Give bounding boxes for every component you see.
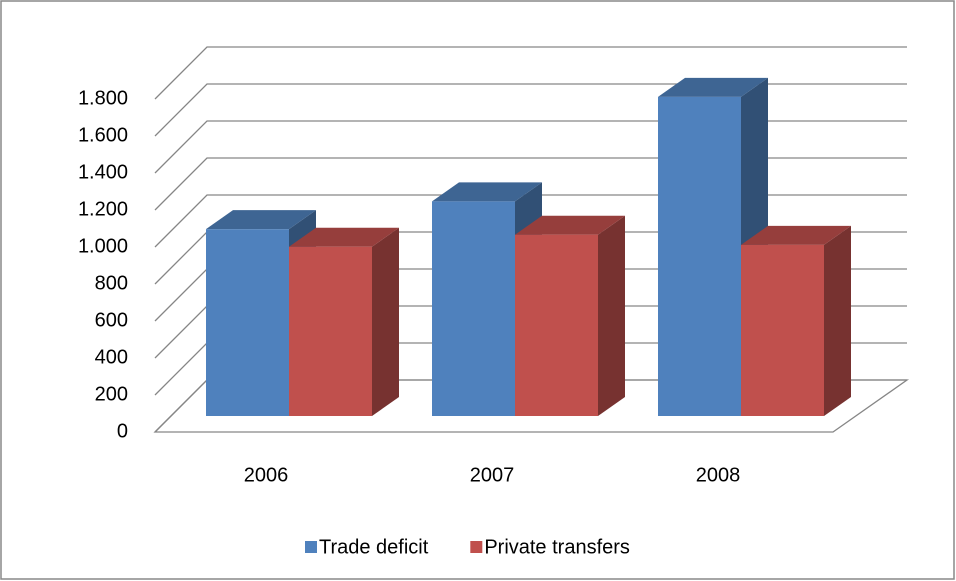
bar-side: [598, 215, 625, 416]
y-tick-label: 1.000: [78, 235, 128, 257]
legend-swatch: [470, 541, 483, 553]
x-tick-label: 2008: [696, 464, 741, 486]
legend-label: Private transfers: [484, 536, 630, 558]
bar-side: [372, 227, 399, 416]
bar-front: [206, 229, 289, 416]
bar-top: [658, 77, 768, 97]
legend-swatch: [305, 541, 317, 553]
y-tick-label: 400: [95, 346, 128, 368]
grid-line: [154, 46, 907, 100]
y-tick-label: 0: [117, 420, 128, 442]
legend-label: Trade deficit: [319, 536, 429, 558]
x-tick-label: 2007: [470, 464, 515, 486]
bar: [741, 225, 851, 416]
bar: [289, 227, 399, 416]
bar-side: [824, 225, 851, 416]
y-tick-label: 200: [95, 383, 128, 405]
bar: [515, 215, 625, 416]
bar-top: [741, 225, 851, 245]
y-tick-label: 1.800: [78, 87, 128, 109]
grid-line: [154, 83, 907, 137]
y-tick-label: 1.400: [78, 161, 128, 183]
y-tick-label: 800: [95, 272, 128, 294]
y-tick-label: 1.200: [78, 198, 128, 220]
bar-top: [515, 215, 625, 235]
bar-top: [432, 182, 542, 202]
y-tick-label: 600: [95, 309, 128, 331]
y-tick-label: 1.600: [78, 124, 128, 146]
bar-front: [741, 244, 824, 416]
bar-front: [432, 201, 515, 416]
x-tick-label: 2006: [244, 464, 289, 486]
bar-front: [658, 96, 741, 416]
bar-front: [515, 234, 598, 416]
bar-front: [289, 246, 372, 416]
bar-top: [289, 227, 399, 247]
bar-top: [206, 210, 316, 230]
